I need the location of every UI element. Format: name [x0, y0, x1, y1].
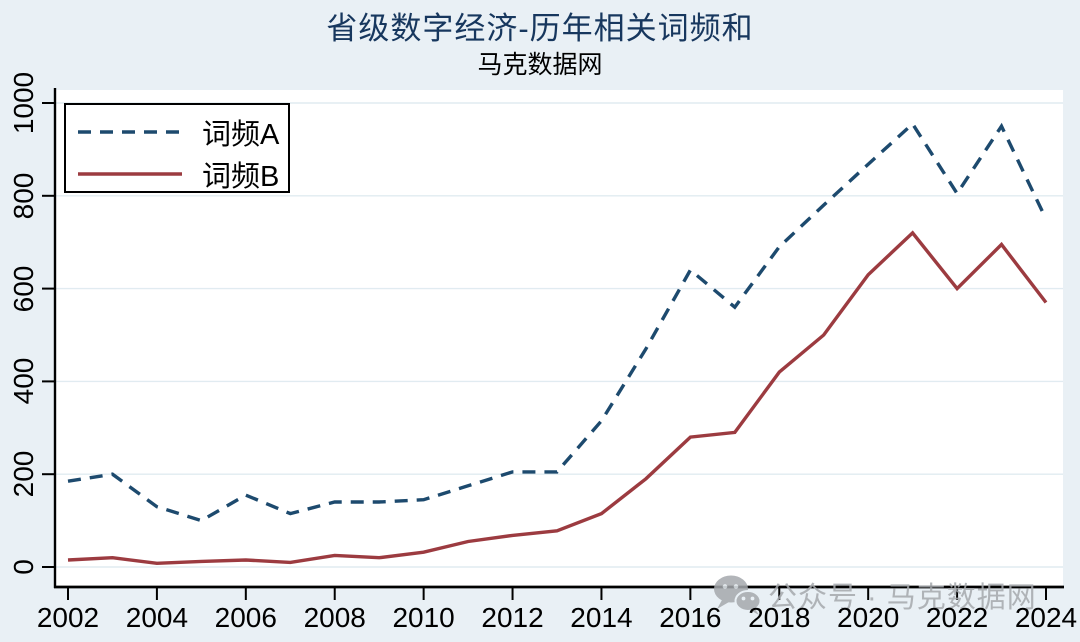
legend-label-series-a: 词频A: [202, 119, 280, 151]
legend-item-series-a: 词频A: [76, 111, 288, 153]
watermark: 公众号 · 马克数据网: [712, 574, 1037, 616]
y-tick-label: 200: [8, 450, 39, 498]
y-tick-label: 0: [8, 559, 39, 575]
series-line-b: [67, 230, 1048, 566]
wechat-icon: [714, 575, 762, 615]
y-tick-label: 400: [8, 358, 39, 405]
y-tick-label: 1000: [8, 71, 39, 135]
watermark-text: 公众号 · 马克数据网: [768, 582, 1037, 614]
y-tick-label: 600: [8, 265, 39, 312]
series-line-a: [67, 121, 1048, 523]
x-tick-label: 2012: [481, 602, 544, 633]
x-tick-label: 2010: [392, 602, 455, 633]
legend-item-series-b: 词频B: [76, 153, 288, 195]
x-tick-label: 2018: [748, 602, 811, 633]
dashed-line-sample: [78, 130, 182, 134]
x-tick-label: 2020: [837, 602, 900, 633]
chart-subtitle: 马克数据网: [477, 51, 603, 79]
x-tick-label: 2022: [925, 602, 989, 633]
legend-label-series-b: 词频B: [202, 161, 280, 193]
x-tick-label: 2014: [570, 602, 633, 633]
x-tick-label: 2006: [214, 602, 277, 633]
legend: 词频A 词频B: [64, 103, 290, 193]
x-tick-label: 2016: [659, 602, 722, 633]
chart-title: 省级数字经济-历年相关词频和: [326, 11, 754, 46]
solid-line-sample: [78, 172, 182, 176]
x-tick-label: 2008: [303, 602, 366, 633]
x-tick-label: 2004: [125, 602, 189, 633]
x-tick-label: 2024: [1014, 602, 1078, 633]
x-tick-label: 2002: [36, 602, 100, 633]
y-tick-label: 800: [8, 172, 39, 220]
